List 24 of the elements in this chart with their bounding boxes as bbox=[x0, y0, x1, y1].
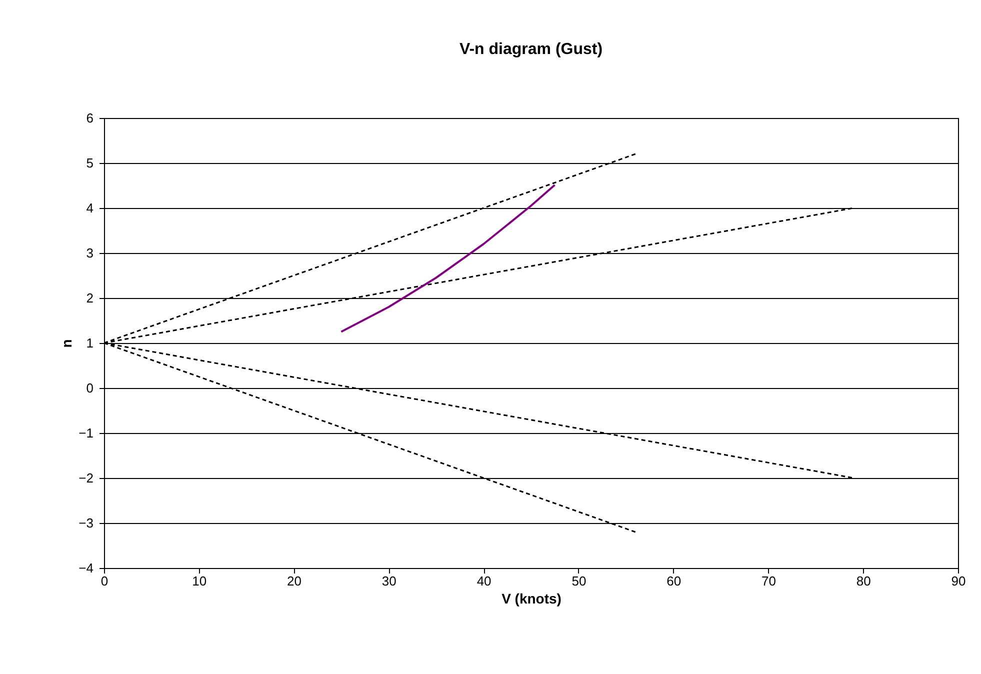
y-tick-label: −4 bbox=[78, 560, 94, 576]
y-tick-label: −1 bbox=[78, 426, 94, 440]
y-tick-label: 6 bbox=[86, 110, 94, 126]
y-tick-label: 4 bbox=[86, 200, 94, 216]
y-tick-label: 2 bbox=[86, 290, 94, 306]
x-tick-label: 40 bbox=[476, 574, 492, 588]
x-tick-label: 80 bbox=[856, 574, 871, 588]
x-tick-label: 0 bbox=[100, 574, 108, 588]
x-tick-label: 70 bbox=[761, 574, 776, 588]
y-tick-label: 1 bbox=[86, 336, 94, 350]
y-tick-label: 3 bbox=[86, 246, 94, 260]
y-tick-label: −3 bbox=[78, 516, 94, 530]
x-tick-label: 20 bbox=[287, 574, 302, 588]
y-axis-title: n bbox=[58, 339, 75, 348]
y-tick-label: −2 bbox=[78, 470, 94, 486]
x-tick-label: 10 bbox=[192, 574, 207, 588]
x-tick-label: 90 bbox=[951, 574, 966, 588]
y-tick-label: 5 bbox=[86, 156, 94, 170]
x-axis-title: V (knots) bbox=[502, 590, 562, 606]
x-tick-label: 60 bbox=[666, 574, 682, 588]
y-tick-label: 0 bbox=[86, 380, 94, 396]
x-tick-label: 50 bbox=[572, 574, 586, 588]
x-tick-label: 30 bbox=[382, 574, 396, 588]
chart-title: V-n diagram (Gust) bbox=[459, 41, 603, 58]
